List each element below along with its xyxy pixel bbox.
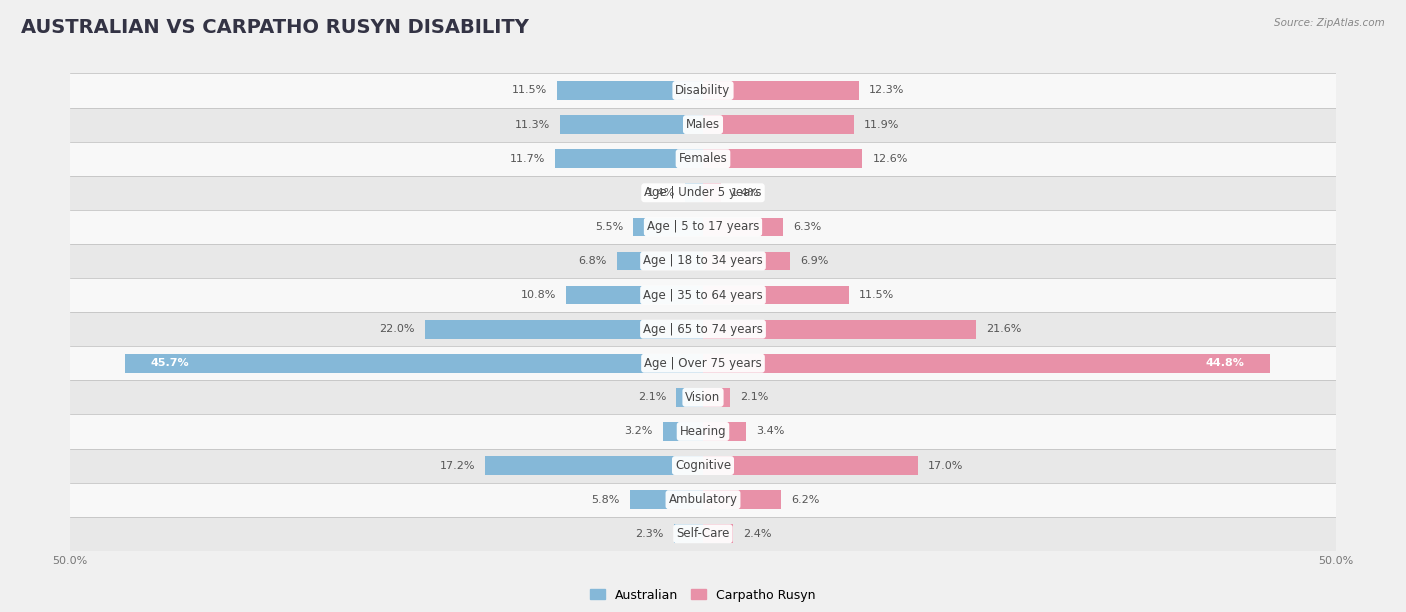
Text: Self-Care: Self-Care <box>676 528 730 540</box>
Bar <box>676 388 703 407</box>
Bar <box>703 490 782 509</box>
Text: 6.2%: 6.2% <box>792 494 820 505</box>
Text: Age | 5 to 17 years: Age | 5 to 17 years <box>647 220 759 233</box>
Text: 10.8%: 10.8% <box>520 290 557 300</box>
Text: 22.0%: 22.0% <box>380 324 415 334</box>
Legend: Australian, Carpatho Rusyn: Australian, Carpatho Rusyn <box>585 584 821 606</box>
Text: Cognitive: Cognitive <box>675 459 731 472</box>
Bar <box>662 422 703 441</box>
Bar <box>485 456 703 475</box>
Bar <box>703 320 976 338</box>
Bar <box>567 286 703 304</box>
Bar <box>70 312 1336 346</box>
Bar <box>633 217 703 236</box>
Bar <box>703 217 783 236</box>
Bar <box>70 414 1336 449</box>
Text: 6.3%: 6.3% <box>793 222 821 232</box>
Text: Ambulatory: Ambulatory <box>668 493 738 506</box>
Bar <box>703 422 747 441</box>
Bar <box>617 252 703 271</box>
Text: 2.1%: 2.1% <box>638 392 666 402</box>
Text: Hearing: Hearing <box>679 425 727 438</box>
Bar <box>70 176 1336 210</box>
Text: 21.6%: 21.6% <box>987 324 1022 334</box>
Text: 11.9%: 11.9% <box>863 119 898 130</box>
Text: 17.2%: 17.2% <box>440 461 475 471</box>
Text: Vision: Vision <box>685 391 721 404</box>
Text: Age | Under 5 years: Age | Under 5 years <box>644 186 762 200</box>
Bar <box>703 524 734 543</box>
Bar <box>70 244 1336 278</box>
Bar <box>70 73 1336 108</box>
Bar <box>703 81 859 100</box>
Bar <box>425 320 703 338</box>
Text: Age | 35 to 64 years: Age | 35 to 64 years <box>643 289 763 302</box>
Bar <box>70 108 1336 141</box>
Text: AUSTRALIAN VS CARPATHO RUSYN DISABILITY: AUSTRALIAN VS CARPATHO RUSYN DISABILITY <box>21 18 529 37</box>
Bar <box>70 483 1336 517</box>
Text: 17.0%: 17.0% <box>928 461 963 471</box>
Bar <box>70 278 1336 312</box>
Text: 2.1%: 2.1% <box>740 392 768 402</box>
Text: 45.7%: 45.7% <box>150 358 188 368</box>
Text: 1.4%: 1.4% <box>647 188 675 198</box>
Text: 6.8%: 6.8% <box>578 256 607 266</box>
Text: 11.3%: 11.3% <box>515 119 550 130</box>
Text: 44.8%: 44.8% <box>1206 358 1244 368</box>
Text: 2.3%: 2.3% <box>636 529 664 539</box>
Bar <box>555 149 703 168</box>
Bar <box>703 456 918 475</box>
Text: 12.6%: 12.6% <box>873 154 908 163</box>
Text: Age | 65 to 74 years: Age | 65 to 74 years <box>643 323 763 335</box>
Bar <box>703 354 1270 373</box>
Text: 6.9%: 6.9% <box>800 256 828 266</box>
Bar <box>70 141 1336 176</box>
Text: 12.3%: 12.3% <box>869 86 904 95</box>
Bar <box>70 210 1336 244</box>
Bar <box>70 449 1336 483</box>
Bar <box>703 286 849 304</box>
Text: Males: Males <box>686 118 720 131</box>
Text: 11.5%: 11.5% <box>512 86 547 95</box>
Bar <box>558 81 703 100</box>
Text: 3.4%: 3.4% <box>756 427 785 436</box>
Text: Females: Females <box>679 152 727 165</box>
Bar <box>630 490 703 509</box>
Bar <box>560 115 703 134</box>
Bar <box>703 252 790 271</box>
Bar <box>703 184 721 202</box>
Bar <box>70 517 1336 551</box>
Bar <box>125 354 703 373</box>
Text: 1.4%: 1.4% <box>731 188 759 198</box>
Text: 3.2%: 3.2% <box>624 427 652 436</box>
Bar <box>703 115 853 134</box>
Bar <box>685 184 703 202</box>
Text: 11.7%: 11.7% <box>509 154 546 163</box>
Text: Disability: Disability <box>675 84 731 97</box>
Bar <box>70 346 1336 380</box>
Text: 2.4%: 2.4% <box>744 529 772 539</box>
Bar <box>703 149 862 168</box>
Bar <box>70 380 1336 414</box>
Text: Age | 18 to 34 years: Age | 18 to 34 years <box>643 255 763 267</box>
Text: 5.5%: 5.5% <box>595 222 623 232</box>
Bar <box>673 524 703 543</box>
Bar <box>703 388 730 407</box>
Text: 5.8%: 5.8% <box>591 494 620 505</box>
Text: Source: ZipAtlas.com: Source: ZipAtlas.com <box>1274 18 1385 28</box>
Text: Age | Over 75 years: Age | Over 75 years <box>644 357 762 370</box>
Text: 11.5%: 11.5% <box>859 290 894 300</box>
